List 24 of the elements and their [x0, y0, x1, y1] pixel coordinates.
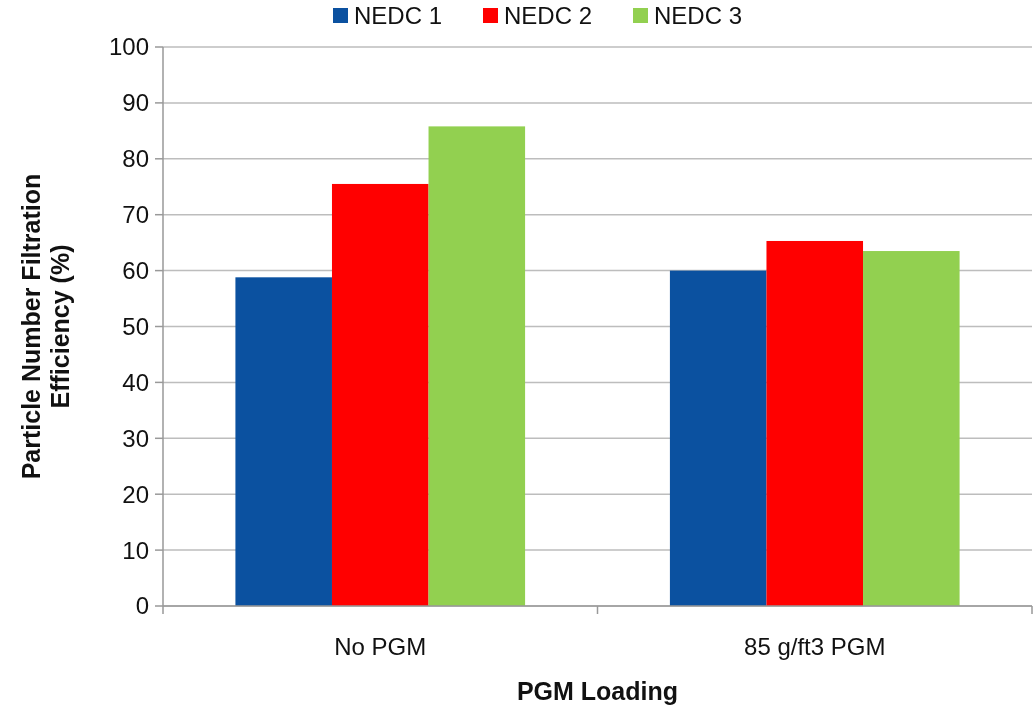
bar — [331, 183, 429, 606]
y-tick-label: 70 — [122, 201, 149, 229]
bar — [428, 126, 526, 606]
x-axis-title: PGM Loading — [516, 677, 679, 705]
y-tick-label: 50 — [122, 312, 149, 340]
y-tick-label: 20 — [122, 480, 149, 508]
y-tick-label: 40 — [122, 368, 149, 396]
legend-label: NEDC 2 — [504, 2, 593, 30]
y-axis-title: Particle Number Filtration Efficiency (%) — [17, 173, 74, 480]
y-tick-label: 30 — [122, 424, 149, 452]
legend-label: NEDC 3 — [654, 2, 743, 30]
bar — [669, 270, 767, 606]
legend-label: NEDC 1 — [354, 2, 443, 30]
bar — [235, 277, 332, 606]
bar — [766, 240, 864, 606]
x-tick-label: No PGM — [334, 633, 427, 660]
y-tick-label: 0 — [135, 592, 149, 620]
y-tick-label: 100 — [108, 33, 149, 61]
y-tick-label: 80 — [122, 145, 149, 173]
bar — [863, 251, 960, 606]
y-tick-label: 10 — [122, 536, 149, 564]
y-tick-label: 90 — [122, 89, 149, 117]
x-tick-label: 85 g/ft3 PGM — [744, 633, 886, 660]
y-tick-label: 60 — [122, 257, 149, 284]
